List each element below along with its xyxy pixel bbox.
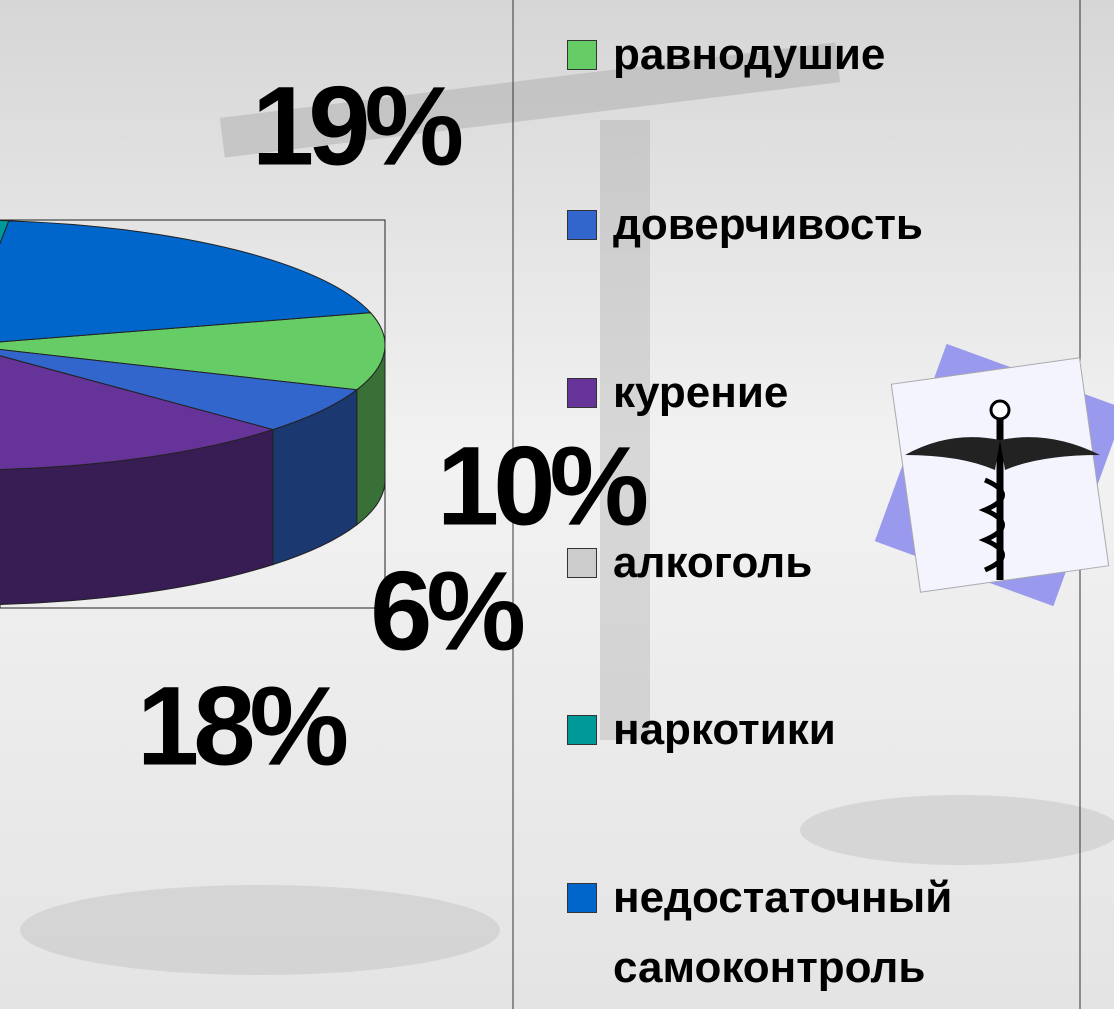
data-label: 19% bbox=[252, 64, 462, 189]
chart: 10%6%18%19% bbox=[0, 0, 1114, 1009]
slide: 10%6%18%19% равнодушиедоверчивостькурени… bbox=[0, 0, 1114, 1009]
data-label: 6% bbox=[370, 549, 523, 674]
legend-swatch bbox=[567, 883, 597, 913]
legend-label: курение bbox=[613, 358, 1033, 428]
legend-entry: наркотики bbox=[567, 695, 1037, 765]
legend-swatch bbox=[567, 378, 597, 408]
legend-swatch bbox=[567, 40, 597, 70]
legend-swatch bbox=[567, 548, 597, 578]
legend-entry: курение bbox=[567, 358, 1037, 428]
legend-swatch bbox=[567, 715, 597, 745]
legend-label: недостаточный самоконтроль bbox=[613, 863, 1033, 1003]
legend-label: алкоголь bbox=[613, 528, 1033, 598]
legend-entry: недостаточный самоконтроль bbox=[567, 863, 1037, 1003]
legend-label: доверчивость bbox=[613, 190, 1033, 260]
legend-label: равнодушие bbox=[613, 20, 1033, 90]
legend-label: наркотики bbox=[613, 695, 1033, 765]
legend-entry: доверчивость bbox=[567, 190, 1037, 260]
legend-entry: равнодушие bbox=[567, 20, 1037, 90]
legend-entry: алкоголь bbox=[567, 528, 1037, 598]
legend-swatch bbox=[567, 210, 597, 240]
data-label: 18% bbox=[137, 664, 347, 789]
